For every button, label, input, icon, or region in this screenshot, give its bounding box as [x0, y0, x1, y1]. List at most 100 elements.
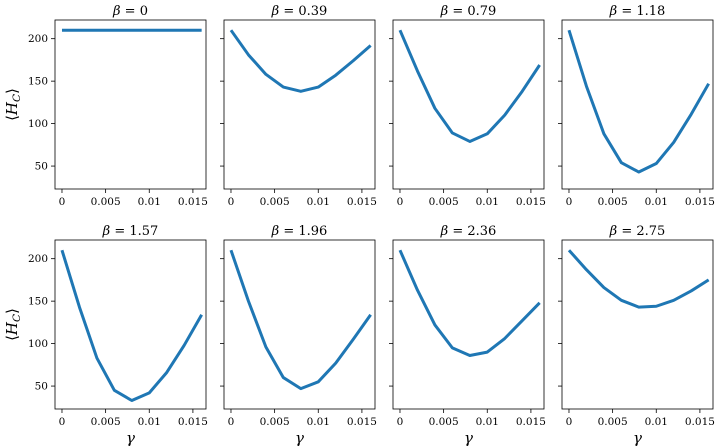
x-tick-label: 0.01 — [476, 196, 499, 208]
panel-title-value: 1.18 — [636, 4, 665, 19]
axes-frame — [392, 239, 545, 410]
x-tick-label: 0.01 — [645, 416, 668, 428]
panel-title-value: 0.79 — [467, 4, 496, 19]
axes-frame — [392, 19, 545, 190]
x-tick-label: 0.005 — [598, 196, 628, 208]
panel-title-eq: = — [121, 4, 140, 19]
panel-title-symbol: β — [609, 4, 618, 19]
panel-title-value: 0.39 — [298, 4, 327, 19]
panel-title-symbol: β — [102, 224, 111, 239]
axes-frame — [54, 19, 207, 190]
x-tick-label: 0.01 — [307, 196, 330, 208]
panel-title-symbol: β — [440, 4, 449, 19]
panel-title-symbol: β — [112, 4, 121, 19]
y-tick-label: 200 — [28, 33, 48, 45]
axes-frame — [561, 19, 714, 190]
panel-6: β = 1.96 0 0.005 0.01 0.015 γ — [220, 224, 377, 447]
x-tick-label: 0 — [59, 416, 66, 428]
y-tick-label: 150 — [28, 296, 48, 308]
x-tick-label: 0.01 — [138, 416, 161, 428]
panel-title-symbol: β — [609, 224, 618, 239]
x-axis-label: γ — [126, 429, 135, 447]
series-line — [398, 249, 541, 357]
y-axis-label: ⟨HC⟩ — [3, 88, 23, 121]
panel-3: β = 0.79 0 0.005 0.01 0.015 — [389, 4, 546, 208]
x-tick-label: 0.005 — [598, 416, 628, 428]
x-tick-label: 0.005 — [91, 416, 121, 428]
series-line — [229, 249, 372, 391]
axes-frame — [561, 239, 714, 410]
x-tick-label: 0.015 — [178, 416, 208, 428]
x-tick-label: 0 — [566, 196, 573, 208]
x-tick-label: 0.015 — [516, 196, 546, 208]
x-tick-label: 0.01 — [476, 416, 499, 428]
panel-title: β = 0.39 — [271, 4, 328, 19]
panel-title-eq: = — [617, 224, 636, 239]
x-tick-label: 0.005 — [260, 196, 290, 208]
panel-title-value: 1.96 — [298, 224, 327, 239]
x-tick-label: 0.015 — [347, 416, 377, 428]
panel-title-eq: = — [448, 4, 467, 19]
x-tick-label: 0.01 — [307, 416, 330, 428]
y-axis-label-sub: C — [11, 314, 23, 322]
axes-frame — [223, 19, 376, 190]
y-axis-label-open: ⟨ — [3, 115, 21, 121]
panel-title-eq: = — [448, 224, 467, 239]
panel-title-eq: = — [279, 224, 298, 239]
series-line — [398, 29, 541, 143]
x-tick-label: 0 — [566, 416, 573, 428]
panel-title: β = 0 — [112, 4, 148, 19]
axes-frame — [54, 239, 207, 410]
series-line — [567, 29, 710, 174]
panel-title-value: 0 — [140, 4, 148, 19]
panel-title: β = 1.18 — [609, 4, 666, 19]
panel-8: β = 2.75 0 0.005 0.01 0.015 γ — [558, 224, 715, 447]
series-line — [60, 249, 203, 403]
x-axis-label: γ — [633, 429, 642, 447]
y-axis-label-sub: C — [11, 94, 23, 102]
x-tick-label: 0 — [228, 416, 235, 428]
panel-4: β = 1.18 0 0.005 0.01 0.015 — [558, 4, 715, 208]
y-axis-label-close: ⟩ — [3, 88, 21, 94]
panel-title-symbol: β — [271, 4, 280, 19]
y-axis-label-symbol: H — [3, 101, 21, 116]
x-tick-label: 0.01 — [645, 196, 668, 208]
x-axis-label: γ — [464, 429, 473, 447]
x-tick-label: 0.015 — [347, 196, 377, 208]
y-tick-label: 150 — [28, 76, 48, 88]
x-tick-label: 0.005 — [429, 416, 459, 428]
panel-2: β = 0.39 0 0.005 0.01 0.015 — [220, 4, 377, 208]
y-axis-label: ⟨HC⟩ — [3, 308, 23, 341]
panel-title-value: 2.75 — [636, 224, 665, 239]
y-axis-label-open: ⟨ — [3, 335, 21, 341]
x-tick-label: 0.015 — [516, 416, 546, 428]
panel-title-eq: = — [279, 4, 298, 19]
y-axis-label-symbol: H — [3, 321, 21, 336]
panel-title-symbol: β — [271, 224, 280, 239]
x-tick-label: 0.015 — [685, 416, 715, 428]
x-tick-label: 0 — [397, 416, 404, 428]
x-tick-label: 0.005 — [260, 416, 290, 428]
y-tick-label: 100 — [28, 118, 48, 130]
panel-title-eq: = — [110, 224, 129, 239]
panel-title-value: 2.36 — [467, 224, 496, 239]
panel-title: β = 1.57 — [102, 224, 159, 239]
y-tick-label: 200 — [28, 253, 48, 265]
x-axis-label: γ — [295, 429, 304, 447]
panel-5: β = 1.57 0 0.005 0.01 0.015 50 100 150 200 γ ⟨HC⟩ — [3, 224, 208, 447]
panel-title: β = 2.75 — [609, 224, 666, 239]
y-tick-label: 50 — [35, 381, 48, 393]
axes-frame — [223, 239, 376, 410]
panel-title: β = 2.36 — [440, 224, 497, 239]
x-tick-label: 0 — [228, 196, 235, 208]
x-tick-label: 0.01 — [138, 196, 161, 208]
y-tick-label: 100 — [28, 338, 48, 350]
x-tick-label: 0.005 — [91, 196, 121, 208]
x-tick-label: 0 — [397, 196, 404, 208]
series-line — [567, 249, 710, 309]
panel-title: β = 0.79 — [440, 4, 497, 19]
x-tick-label: 0.005 — [429, 196, 459, 208]
x-tick-label: 0.015 — [685, 196, 715, 208]
